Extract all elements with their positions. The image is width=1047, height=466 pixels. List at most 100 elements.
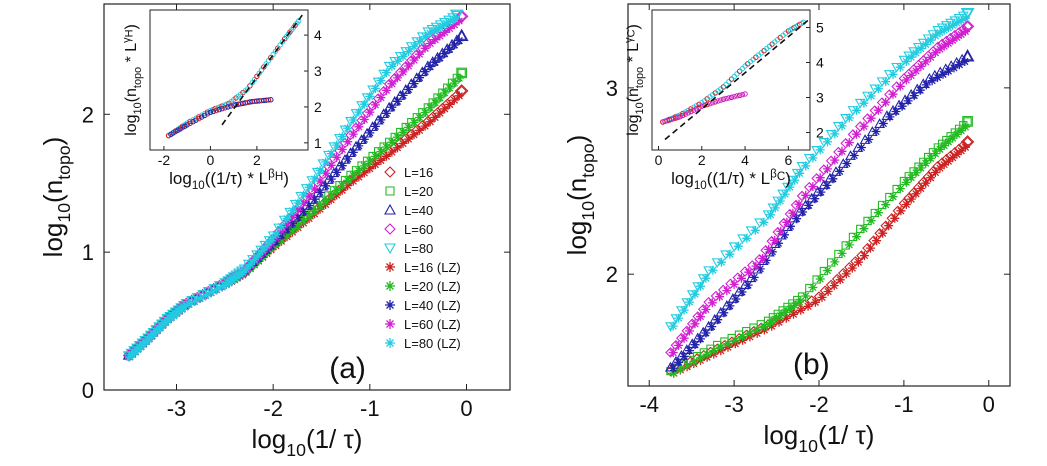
data-point [856, 143, 866, 152]
data-point [895, 81, 905, 91]
data-point [365, 164, 375, 174]
data-point [770, 235, 780, 245]
data-point [250, 255, 259, 265]
data-point [425, 103, 435, 113]
data-point-end [454, 28, 469, 42]
inset-data-point [718, 97, 724, 103]
data-point [906, 52, 916, 62]
data-point [449, 40, 459, 50]
data-point [926, 35, 936, 45]
data-point [822, 180, 832, 190]
data-point [690, 319, 700, 329]
data-point [759, 321, 769, 331]
legend-marker [384, 166, 396, 178]
data-point [859, 98, 869, 108]
data-point [939, 25, 949, 35]
data-point [707, 322, 717, 332]
inset-x-tick-label: 4 [741, 152, 749, 168]
data-point [852, 129, 862, 139]
data-point [381, 151, 391, 161]
legend-entry: L=16 (LZ) [404, 260, 461, 275]
inset-data-point [680, 110, 686, 117]
inset-y-tick-label: 2 [816, 125, 824, 141]
data-point [425, 39, 435, 48]
data-point [916, 44, 926, 54]
data-point [960, 122, 970, 132]
inset-plot-area [149, 9, 309, 151]
data-point [871, 127, 881, 136]
data-point [332, 140, 342, 150]
data-point [956, 16, 966, 26]
data-point [801, 190, 811, 200]
series-l40 [665, 49, 975, 373]
data-point [830, 155, 840, 165]
data-point [454, 16, 464, 26]
data-point [393, 56, 402, 66]
data-point [393, 73, 402, 83]
data-point-end [962, 116, 973, 127]
data-point [318, 196, 328, 205]
inset-y-tick-label: 1 [314, 135, 322, 151]
data-point [837, 146, 847, 156]
data-point [948, 20, 958, 30]
data-point [456, 85, 467, 97]
inset-y-axis-label: log10(ntopo * LγC) [623, 24, 646, 136]
legend-entry: L=60 (LZ) [404, 317, 461, 332]
inset-data-point [696, 104, 702, 111]
data-point [354, 122, 364, 132]
inset-data-point [219, 106, 225, 112]
data-point [420, 108, 430, 118]
data-point [362, 156, 372, 165]
data-point [668, 348, 678, 358]
data-point [901, 75, 911, 85]
y-tick-label: 2 [82, 102, 94, 127]
data-point [282, 230, 292, 240]
inset-x-axis-label: log10((1/τ) * LβC) [671, 168, 791, 193]
inset-data-point [739, 91, 746, 98]
x-axis-label: log10(1/ τ) [252, 424, 363, 460]
inset-data-point [222, 105, 228, 111]
data-point [944, 66, 953, 76]
data-point [420, 67, 430, 77]
data-point [454, 91, 464, 101]
data-point [668, 321, 678, 331]
data-point [715, 292, 725, 302]
data-point [795, 297, 805, 307]
data-point [445, 44, 455, 54]
data-point [789, 309, 798, 319]
data-point [437, 21, 447, 31]
data-point-end [454, 84, 469, 98]
data-point [429, 26, 439, 36]
data-point [844, 240, 854, 250]
series-l20 [666, 116, 973, 378]
data-point [398, 127, 408, 137]
data-point [337, 185, 347, 195]
inset-data-point [736, 92, 743, 99]
data-point [332, 186, 342, 195]
data-point [398, 52, 408, 61]
data-point [690, 340, 700, 350]
data-point [823, 266, 832, 275]
data-point-end [449, 9, 464, 23]
data-point [911, 168, 921, 178]
data-point [960, 142, 970, 152]
data-point [881, 97, 891, 107]
data-point [921, 178, 931, 188]
data-point [190, 297, 199, 306]
data-point [271, 229, 281, 239]
data-point [415, 113, 424, 122]
data-point [398, 138, 408, 148]
legend-entry: L=80 (LZ) [404, 336, 461, 351]
x-tick-label: -4 [639, 392, 659, 417]
inset-data-point [685, 107, 691, 114]
data-point [668, 363, 678, 373]
data-point [703, 296, 714, 308]
data-point [412, 113, 421, 122]
legend-marker [385, 319, 395, 329]
data-point [304, 201, 314, 210]
data-point [696, 281, 705, 291]
data-point [315, 176, 325, 186]
data-point [456, 11, 467, 22]
data-point [750, 225, 760, 235]
data-point [359, 134, 369, 144]
